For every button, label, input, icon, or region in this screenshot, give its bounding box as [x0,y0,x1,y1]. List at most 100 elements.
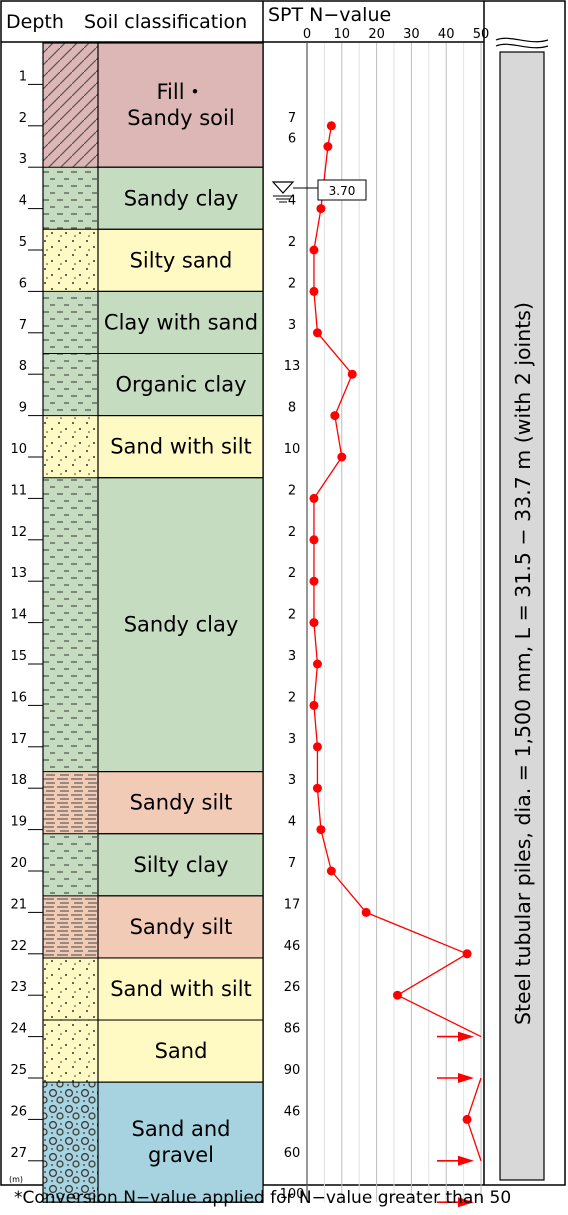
spt-line-segment [313,705,319,747]
depth-label: 12 [10,525,27,540]
soil-layers: Fill・Sandy soil Sandy clay Silty sand Clay … [42,42,264,1203]
n-value-label: 6 [288,132,296,147]
spt-point [347,369,357,379]
spt-line-segment [334,415,343,458]
n-value-label: 3 [288,773,296,788]
n-value-label: 10 [284,442,301,457]
layer-label-13: gravel [148,1143,214,1167]
x-tick-label: 30 [403,27,420,42]
spt-point [309,535,319,545]
offscale-arrow-head [458,1031,474,1042]
layer-hatch-13 [43,1082,98,1203]
spt-line-segment [316,332,353,375]
spt-line-segment [313,663,319,706]
spt-point [309,576,319,586]
layer-1 [97,42,264,168]
n-value-label: 46 [284,1104,301,1119]
n-value-label: 2 [288,483,296,498]
layer-6 [97,415,264,479]
depth-label: 1 [19,69,27,84]
layer-label-12: Sand [155,1039,208,1063]
spt-point [323,142,333,151]
spt-point [316,204,326,214]
depth-label: 21 [10,897,27,912]
layer-hatch-10 [43,895,98,958]
spt-point [326,866,336,876]
layer-9 [97,833,264,897]
layer-hatch-5 [43,353,98,416]
depth-label: 24 [10,1022,27,1037]
n-value-label: 2 [288,276,296,291]
depth-label: 16 [10,690,27,705]
layer-8 [97,771,264,835]
n-value-label: 4 [288,194,296,209]
x-tick-label: 10 [334,27,351,42]
x-tick-label: 20 [368,27,385,42]
spt-point [309,700,319,710]
depth-label: 23 [10,980,27,995]
spt-value-labels: 7 6 4 2 2 3 13 8 10 2 2 2 2 3 2 3 3 4 7 17 46 26 86 90 46 60 100 [280,111,305,1202]
x-tick-label: 0 [303,27,311,42]
n-value-label: 90 [284,1063,301,1078]
groundwater-level-value: 3.70 [329,184,356,198]
depth-label: 17 [10,732,27,747]
layer-hatch-2 [43,167,98,230]
depth-scale: 1234567891011121314151617181920212223242… [10,69,43,1162]
n-value-label: 8 [288,401,296,416]
layer-5 [97,353,264,417]
layer-label-6: Sand with silt [110,435,252,459]
spt-point [330,411,340,421]
spt-point [392,990,402,1000]
layer-label-8: Sandy silt [130,791,233,815]
layer-hatch-1 [43,43,98,168]
layer-hatch-11 [43,957,98,1021]
layer-10 [97,895,264,959]
depth-label: 5 [19,235,27,250]
depth-label: 19 [10,815,27,830]
depth-label: 15 [10,649,27,664]
spt-line-segment [313,622,319,665]
layer-hatch-3 [43,229,98,292]
depth-label: 9 [19,401,27,416]
depth-label: 6 [19,276,27,291]
layer-4 [97,290,264,354]
n-value-label: 86 [284,1022,301,1037]
spt-line-segment [397,994,482,1038]
layer-13 [97,1081,264,1203]
steel-pile: Steel tubular piles, dia. = 1,500 mm, L … [495,37,549,1181]
spt-point [312,328,322,338]
n-value-label: 2 [288,566,296,581]
spt-point [309,493,319,503]
depth-label: 13 [10,566,27,581]
spt-series [309,121,482,1208]
header-soil-classification: Soil classification [84,11,247,33]
n-value-label: 4 [288,815,296,830]
spt-point [337,452,347,462]
layer-label-4: Clay with sand [104,310,258,334]
depth-label: 8 [19,359,27,374]
footnote: *Conversion N−value applied for N−value … [14,1188,512,1208]
layer-label-9: Silty clay [133,853,228,877]
n-value-label: 17 [284,897,301,912]
layer-label-11: Sand with silt [110,977,252,1001]
n-value-label: 2 [288,690,296,705]
n-value-label: 7 [288,856,296,871]
spt-point [326,121,336,131]
layer-hatch-6 [43,415,98,478]
n-value-label: 7 [288,111,296,126]
groundwater-marker: 3.70 [271,179,367,203]
depth-label: 27 [10,1146,27,1161]
n-value-label: 3 [288,732,296,747]
spt-point [309,245,319,255]
depth-label: 4 [19,194,27,209]
offscale-arrow-head [458,1073,474,1083]
n-value-label: 13 [284,359,301,374]
depth-label: 2 [19,111,27,126]
spt-point [316,825,326,835]
groundwater-level-box [317,179,367,201]
depth-label: 22 [10,939,27,954]
header-spt: SPT N−value [268,4,391,26]
pile-break-symbol [495,37,549,43]
layer-hatch-8 [43,771,98,834]
spt-line-segment [466,1077,482,1120]
